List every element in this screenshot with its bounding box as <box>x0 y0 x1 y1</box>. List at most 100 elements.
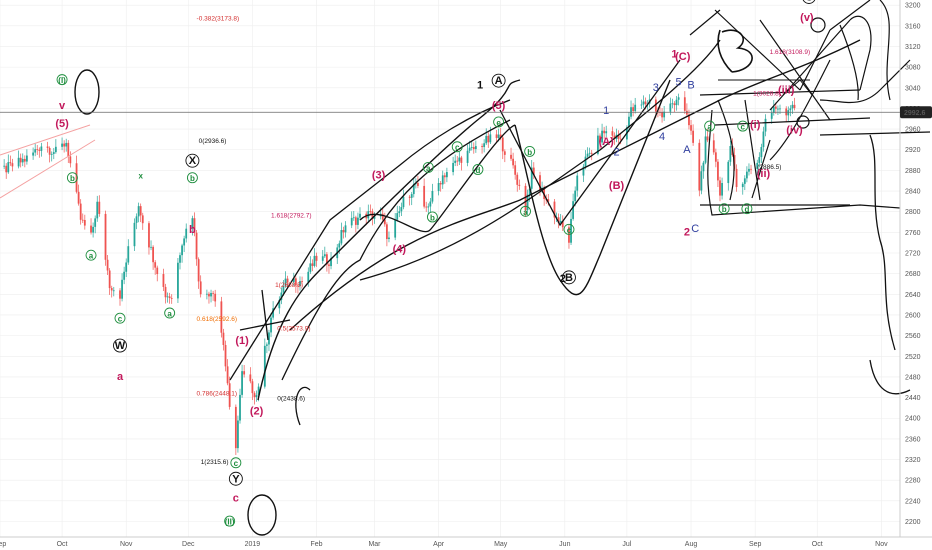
candle-body <box>518 184 521 186</box>
candle-body <box>96 201 99 219</box>
candle-body <box>576 175 579 191</box>
candle-body <box>603 130 606 134</box>
wave-label: (B) <box>609 180 625 192</box>
candle-body <box>79 203 82 220</box>
candle-body <box>199 281 202 295</box>
candle-body <box>19 157 22 163</box>
candle-body <box>439 183 442 185</box>
wave-label: 1 <box>477 79 483 91</box>
x-tick-label: Sep <box>749 541 762 548</box>
candle-body <box>133 222 136 247</box>
wave-label: 2 <box>684 226 690 238</box>
candle-body <box>369 211 372 212</box>
candle-body <box>574 190 577 202</box>
wave-label: c <box>233 492 239 504</box>
candle-body <box>108 270 111 289</box>
y-tick-label: 2400 <box>905 416 921 423</box>
candle-body <box>402 196 405 208</box>
y-tick-label: 2800 <box>905 209 921 216</box>
candle-body <box>309 263 312 272</box>
fib-label: 1.618(3108.9) <box>770 49 810 56</box>
candle-body <box>67 142 70 157</box>
candle-body <box>586 153 589 157</box>
y-tick-label: 2440 <box>905 395 921 402</box>
candle-body <box>352 217 355 219</box>
candle-body <box>706 136 709 141</box>
candle-body <box>63 143 66 147</box>
candle-body <box>135 216 138 223</box>
candle-body <box>528 188 531 195</box>
candle-body <box>772 106 775 113</box>
candle-body <box>503 151 506 155</box>
candle-body <box>249 374 252 382</box>
wave-label: (iv) <box>786 125 803 137</box>
candle-body <box>241 371 243 395</box>
candle-body <box>54 146 57 153</box>
candle-body <box>760 147 763 158</box>
fib-label: 0(2936.6) <box>199 138 227 145</box>
candle-body <box>152 246 155 263</box>
candle-body <box>338 243 341 248</box>
wave-label-circle <box>451 141 463 153</box>
candle-body <box>481 146 483 148</box>
candle-body <box>234 406 237 449</box>
candle-body <box>121 279 123 299</box>
wave-label: (I) <box>58 76 66 85</box>
wave-label: X <box>189 155 197 167</box>
wave-label-circle <box>562 270 576 285</box>
candle-body <box>741 183 744 188</box>
candle-body <box>166 296 169 298</box>
wave-label: d <box>475 166 480 175</box>
candle-body <box>501 137 504 152</box>
y-tick-label: 3080 <box>905 65 921 72</box>
candle-body <box>758 157 761 163</box>
candle-body <box>251 381 254 394</box>
y-tick-label: 2920 <box>905 147 921 154</box>
y-tick-label: 3120 <box>905 44 921 51</box>
candle-body <box>381 213 384 220</box>
wave-label-circle <box>85 249 97 261</box>
wave-label: b <box>70 174 75 183</box>
wave-label: Y <box>232 473 240 485</box>
candle-body <box>40 146 43 151</box>
candle-body <box>417 183 419 186</box>
candle-body <box>220 301 223 333</box>
candle-body <box>410 194 413 198</box>
y-tick-label: 2600 <box>905 312 921 319</box>
x-axis: Sep Oct Nov Dec 2019 Feb Mar Apr May Jun Jul Aug Sep… <box>0 536 932 548</box>
candle-body <box>17 157 20 167</box>
candle-body <box>762 131 765 148</box>
candle-body <box>714 152 717 162</box>
candle-body <box>185 228 188 239</box>
candle-body <box>299 281 301 286</box>
wave-label: W <box>115 340 126 352</box>
candle-body <box>183 238 186 246</box>
wave-label: (iii) <box>778 84 795 96</box>
candle-body <box>344 225 347 233</box>
candle-body <box>777 108 779 110</box>
candle-body <box>582 166 585 176</box>
candle-body <box>756 162 759 169</box>
candle-body <box>61 143 63 147</box>
candle-body <box>357 217 359 225</box>
wave-label: (ii) <box>757 168 771 180</box>
candle-body <box>700 171 703 191</box>
candle-body <box>412 183 415 195</box>
candle-body <box>25 155 28 162</box>
wave-label: a <box>167 310 172 319</box>
candle-body <box>237 420 239 449</box>
wave-label: c <box>118 315 123 324</box>
candle-body <box>524 185 527 211</box>
wave-label: b <box>189 224 196 236</box>
candle-body <box>313 255 316 266</box>
wave-label-circle <box>491 73 506 88</box>
candle-body <box>721 183 723 196</box>
candle-body <box>34 149 37 153</box>
candle-body <box>485 135 488 144</box>
wave-label-circle <box>230 457 242 469</box>
wave-label: B <box>687 79 694 91</box>
fib-label: 1(2315.6) <box>201 459 229 466</box>
candle-body <box>590 152 593 154</box>
candle-body <box>181 245 183 256</box>
